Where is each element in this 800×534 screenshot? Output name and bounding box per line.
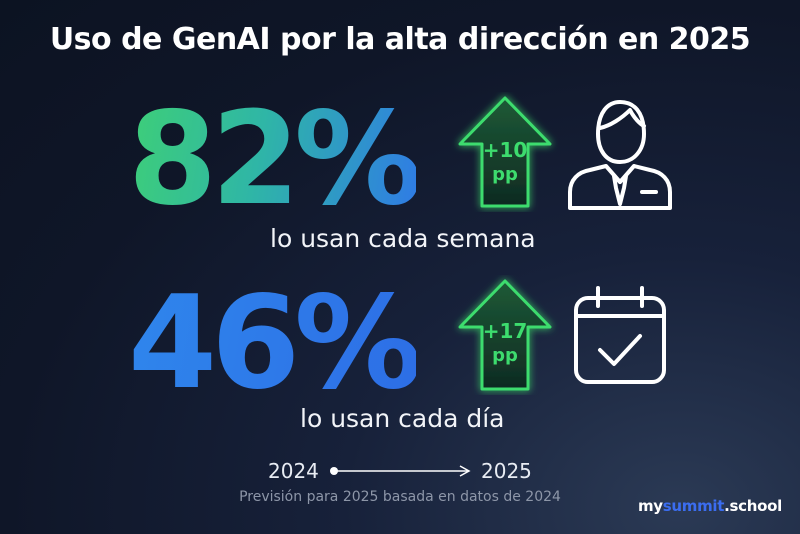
- increase-arrow-weekly: +10 pp: [450, 92, 560, 212]
- stat-weekly-value: 82%: [128, 85, 422, 234]
- timeline: 2024 2025: [268, 459, 548, 485]
- executive-person-icon: [560, 92, 680, 214]
- brand-logo: mysummit.school: [638, 497, 782, 515]
- stat-daily-caption: lo usan cada día: [300, 404, 505, 433]
- up-arrow-icon: [458, 96, 552, 208]
- brand-part-summit: summit: [662, 497, 725, 515]
- stat-daily-value: 46%: [128, 269, 422, 418]
- timeline-start-year: 2024: [268, 459, 319, 483]
- change-unit-daily: pp: [492, 345, 518, 366]
- up-arrow-icon: [458, 279, 552, 391]
- change-value-weekly: +10: [482, 138, 528, 162]
- calendar-check-icon: [570, 284, 670, 388]
- timeline-arrow-icon: [330, 465, 471, 477]
- timeline-end-year: 2025: [481, 459, 532, 483]
- brand-part-my: my: [637, 497, 663, 515]
- page-title: Uso de GenAI por la alta dirección en 20…: [49, 22, 751, 57]
- stat-weekly-caption: lo usan cada semana: [270, 224, 536, 253]
- footnote: Previsión para 2025 basada en datos de 2…: [239, 489, 561, 505]
- change-unit-weekly: pp: [492, 164, 518, 185]
- brand-part-school: .school: [724, 497, 782, 515]
- increase-arrow-daily: +17 pp: [450, 275, 560, 395]
- change-value-daily: +17: [482, 319, 528, 343]
